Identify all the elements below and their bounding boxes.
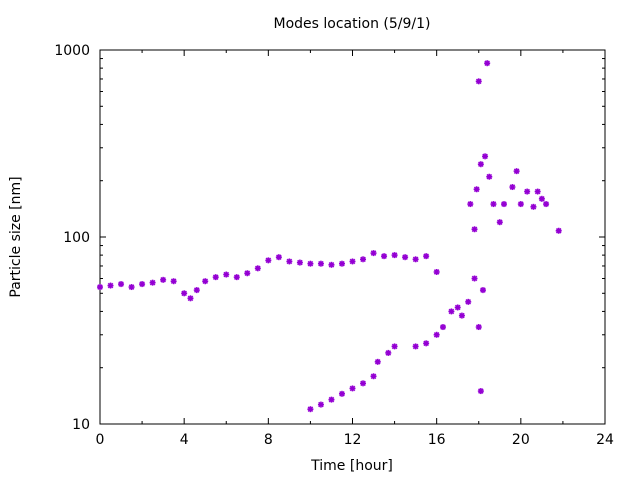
data-point: [118, 281, 125, 288]
y-axis-label: Particle size [nm]: [8, 176, 24, 297]
data-point: [307, 260, 314, 267]
data-point: [317, 401, 324, 408]
y-tick-label: 100: [63, 230, 90, 246]
data-point: [524, 188, 531, 195]
data-point: [244, 270, 251, 277]
data-point: [212, 274, 219, 281]
data-point: [265, 257, 272, 264]
data-point: [475, 78, 482, 85]
data-point: [454, 304, 461, 311]
data-point: [307, 406, 314, 413]
data-point: [477, 161, 484, 168]
data-point: [370, 373, 377, 380]
data-point: [479, 287, 486, 294]
data-point: [496, 219, 503, 226]
data-point: [107, 282, 114, 289]
data-point: [465, 298, 472, 305]
data-point: [170, 278, 177, 285]
data-point: [328, 261, 335, 268]
data-point: [517, 201, 524, 208]
data-point: [482, 153, 489, 160]
data-point: [286, 258, 293, 265]
data-point: [501, 201, 507, 208]
data-point: [360, 256, 367, 263]
data-point: [534, 188, 541, 195]
data-point: [538, 195, 545, 202]
data-point: [490, 201, 497, 208]
data-point: [97, 284, 103, 291]
data-point: [187, 295, 194, 302]
data-point: [439, 324, 446, 331]
data-point: [412, 343, 419, 350]
data-point: [433, 268, 440, 275]
data-point: [349, 258, 356, 265]
data-point: [555, 227, 562, 234]
data-point: [202, 278, 209, 285]
y-tick-label: 1000: [54, 43, 90, 59]
data-point: [391, 252, 398, 259]
chart-title: Modes location (5/9/1): [274, 16, 431, 32]
data-point: [423, 340, 430, 347]
data-point: [193, 287, 200, 294]
data-point: [458, 312, 465, 319]
data-point: [433, 331, 440, 338]
data-point: [448, 308, 455, 315]
x-tick-label: 24: [596, 432, 614, 448]
x-axis-label: Time [hour]: [310, 458, 393, 474]
data-point: [471, 226, 478, 233]
data-point: [543, 201, 550, 208]
data-points: [97, 60, 562, 413]
data-point: [509, 184, 516, 191]
data-point: [296, 259, 303, 266]
x-tick-label: 12: [344, 432, 362, 448]
data-point: [233, 274, 240, 281]
data-point: [128, 284, 135, 291]
data-point: [423, 253, 430, 260]
data-point: [349, 385, 356, 392]
data-point: [385, 349, 392, 356]
x-tick-label: 4: [180, 432, 189, 448]
x-tick-label: 0: [96, 432, 105, 448]
data-point: [477, 388, 484, 395]
data-point: [370, 250, 377, 257]
data-point: [513, 168, 520, 175]
data-point: [391, 343, 398, 350]
data-point: [381, 253, 388, 260]
data-point: [254, 265, 261, 272]
data-point: [471, 275, 478, 282]
data-point: [473, 186, 480, 193]
data-point: [484, 60, 491, 67]
data-point: [475, 324, 482, 331]
data-point: [181, 290, 188, 297]
x-tick-label: 20: [512, 432, 530, 448]
data-point: [402, 254, 409, 261]
data-point: [328, 396, 335, 403]
data-point: [160, 276, 167, 283]
data-point: [223, 271, 230, 278]
data-point: [360, 380, 367, 387]
data-point: [412, 256, 419, 263]
data-point: [374, 358, 381, 365]
data-point: [275, 254, 282, 261]
data-point: [149, 279, 156, 286]
x-tick-label: 16: [428, 432, 446, 448]
y-tick-label: 10: [72, 417, 90, 433]
data-point: [139, 281, 146, 288]
data-point: [467, 201, 474, 208]
data-point: [486, 173, 493, 180]
plot-frame: [99, 49, 606, 425]
data-point: [317, 260, 324, 267]
data-point: [338, 390, 345, 397]
x-tick-label: 8: [264, 432, 273, 448]
data-point: [338, 260, 345, 267]
axis-ticks: 0 4 8 12 16 20 24 10 100 1000: [54, 43, 614, 448]
data-point: [530, 203, 537, 210]
